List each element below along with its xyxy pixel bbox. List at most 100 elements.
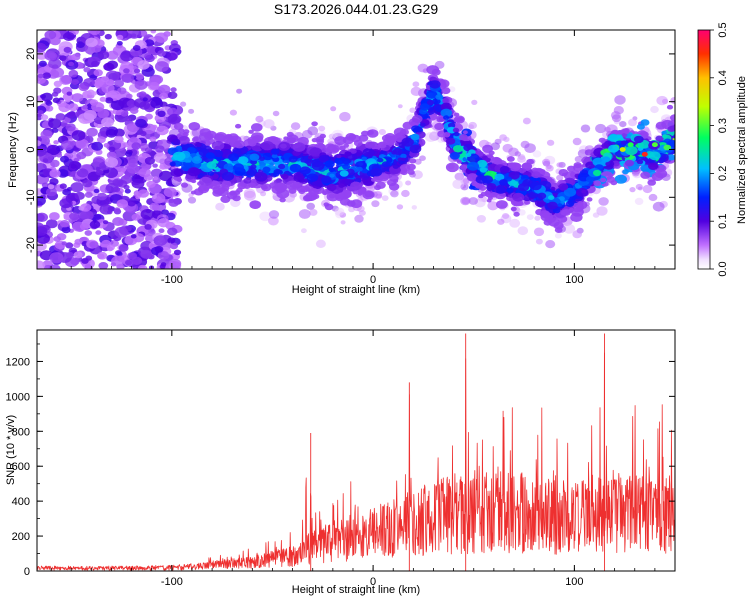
- heatmap-cell-3467: [561, 209, 571, 216]
- heatmap-cell-1043: [290, 122, 301, 130]
- heatmap-cell-3771: [481, 175, 493, 184]
- heatmap-cell-3564: [314, 180, 323, 187]
- heatmap-cell-1365: [381, 195, 389, 202]
- heatmap-cell-639: [106, 50, 119, 60]
- heatmap-cell-293: [170, 87, 177, 93]
- heatmap-cell-809: [123, 184, 130, 190]
- heatmap-cell-2287: [367, 130, 374, 135]
- heatmap-cell-3594: [361, 130, 369, 137]
- heatmap-cell-2218: [453, 112, 460, 117]
- heatmap-cell-3596: [456, 159, 462, 164]
- heatmap-cell-3713: [391, 150, 398, 155]
- snr-x-tick-label: 0: [370, 576, 376, 588]
- heatmap-cell-986: [187, 196, 197, 204]
- heatmap-cell-2491: [647, 179, 656, 186]
- heatmap-cell-684: [125, 259, 133, 266]
- heatmap-cell-3637: [592, 157, 605, 167]
- heatmap-cell-3718: [624, 159, 635, 167]
- heatmap-cell-3719: [558, 183, 569, 191]
- heatmap-cell-3391: [211, 140, 225, 151]
- heatmap-cell-3772: [293, 174, 304, 182]
- heatmap-cell-656: [97, 136, 106, 144]
- heatmap-cell-1424: [534, 215, 541, 221]
- heatmap-cell-858: [85, 255, 93, 261]
- heatmap-cell-3669: [350, 181, 362, 191]
- heatmap-cell-3683: [172, 138, 181, 145]
- heatmap-cell-695: [167, 227, 178, 236]
- heatmap-cell-3741: [300, 185, 310, 193]
- heatmap-cell-580: [102, 220, 109, 225]
- heatmap-cell-631: [62, 188, 71, 196]
- heatmap-cell-733: [49, 169, 61, 178]
- heatmap-cell-1677: [507, 156, 515, 162]
- heatmap-cell-787: [93, 188, 100, 194]
- heatmap-cell-3216: [324, 143, 337, 153]
- heatmap-cell-727: [97, 50, 110, 60]
- snr-series-line: [37, 352, 675, 571]
- heatmap-cell-486: [50, 159, 60, 168]
- heatmap-cell-718: [68, 69, 79, 78]
- heatmap-cell-3784: [398, 160, 404, 165]
- heatmap-cell-3650: [324, 160, 335, 168]
- heatmap-cell-3777: [467, 161, 480, 171]
- heatmap-cell-3566: [605, 160, 615, 168]
- heatmap-cell-3774: [429, 80, 441, 89]
- heatmap-cell-3791: [581, 189, 587, 194]
- heatmap-cell-3061: [667, 154, 675, 161]
- heatmap-cell-3761: [206, 161, 217, 169]
- heatmap-cell-3559: [254, 172, 268, 182]
- heatmap-cell-3582: [617, 130, 624, 135]
- heatmap-cell-529: [48, 264, 61, 269]
- heatmap-cell-1371: [604, 126, 611, 132]
- heatmap-cell-538: [120, 51, 134, 62]
- heatmap-cell-3702: [499, 179, 508, 186]
- heatmap-cell-3466: [419, 103, 430, 111]
- heatmap-cell-3739: [636, 159, 644, 165]
- heatmap-cell-3352: [431, 68, 441, 76]
- heatmap-cell-687: [158, 228, 165, 233]
- heatmap-cell-1216: [315, 239, 326, 248]
- heatmap-cell-785: [45, 100, 53, 106]
- heatmap-cell-156: [161, 209, 170, 216]
- heatmap-cell-450: [41, 182, 49, 188]
- heatmap-cell-1389: [509, 218, 521, 228]
- heatmap-cell-3168: [326, 183, 337, 191]
- heatmap-cell-3737: [373, 175, 383, 183]
- heatmap-cell-3770: [633, 135, 644, 144]
- heatmap-cell-3610: [453, 131, 460, 137]
- heatmap-cell-1110: [532, 150, 542, 158]
- heatmap-cell-3708: [175, 161, 181, 165]
- heatmap-cell-810: [69, 212, 80, 221]
- spectrogram-x-tick-label: 0: [370, 274, 376, 286]
- spectrogram-x-tick-label: 100: [565, 274, 583, 286]
- heatmap-cell-668: [40, 129, 53, 140]
- heatmap-cell-3776: [593, 169, 602, 177]
- heatmap-cell-779: [139, 91, 147, 97]
- heatmap-cell-782: [134, 79, 148, 90]
- heatmap-cell-3138: [565, 200, 575, 207]
- heatmap-cell-750: [91, 102, 105, 112]
- heatmap-cell-1323: [412, 170, 423, 180]
- heatmap-cell-848: [123, 68, 130, 74]
- heatmap-cell-3748: [600, 177, 607, 183]
- heatmap-cell-1354: [268, 216, 279, 226]
- heatmap-cell-823: [37, 146, 47, 157]
- heatmap-cell-784: [129, 136, 138, 143]
- heatmap-cell-3793: [228, 153, 240, 162]
- heatmap-cell-3687: [271, 153, 278, 159]
- heatmap-cell-3411: [412, 114, 423, 123]
- heatmap-cell-796: [149, 81, 160, 90]
- heatmap-cell-3692: [262, 166, 271, 173]
- heatmap-cell-647: [48, 118, 62, 129]
- heatmap-cell-890: [59, 55, 67, 61]
- heatmap-cell-3524: [655, 135, 664, 142]
- heatmap-cell-1400: [502, 143, 513, 153]
- heatmap-cell-849: [70, 164, 77, 169]
- heatmap-cell-831: [114, 226, 129, 238]
- heatmap-cell-2811: [235, 123, 242, 129]
- heatmap-cell-790: [155, 145, 165, 153]
- heatmap-cell-3182: [419, 122, 426, 128]
- heatmap-cell-369: [116, 251, 123, 257]
- spectrogram-y-tick-label: 10: [25, 96, 37, 108]
- heatmap-cell-3649: [499, 165, 510, 174]
